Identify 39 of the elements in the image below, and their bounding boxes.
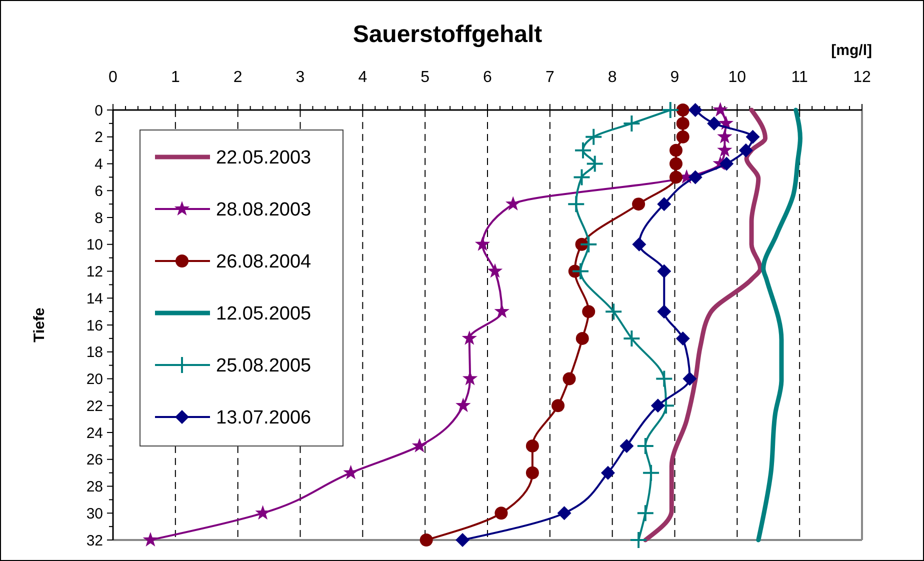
y-axis-title: Tiefe [31,308,48,342]
x-tick-label: 8 [608,69,617,86]
x-tick-label: 7 [545,69,554,86]
y-tick-label: 12 [86,264,103,280]
x-tick-label: 10 [728,69,746,86]
x-tick-label: 9 [670,69,680,86]
x-tick-label: 4 [358,69,368,86]
x-tick-label: 11 [791,69,808,86]
y-tick-label: 8 [94,210,103,227]
y-tick-label: 14 [86,290,103,308]
y-tick-label: 32 [86,532,103,550]
y-tick-label: 10 [86,236,103,254]
legend-label: 12.05.2005 [216,304,312,325]
y-tick-label: 24 [86,424,103,442]
y-tick-label: 16 [86,317,103,334]
x-tick-label: 2 [233,69,242,86]
legend-label: 28.08.2003 [216,200,312,221]
legend-label: 13.07.2006 [216,408,312,429]
y-tick-label: 4 [94,156,103,173]
y-tick-label: 2 [94,129,103,146]
chart-title: Sauerstoffgehalt [352,21,542,48]
y-tick-label: 18 [86,344,103,362]
legend-label: 26.08.2004 [216,252,312,273]
y-tick-label: 0 [94,102,103,120]
y-tick-label: 26 [86,452,103,469]
x-axis-title: [mg/l] [831,42,872,59]
y-tick-label: 22 [86,398,103,415]
x-tick-label: 5 [420,69,430,86]
x-tick-label: 0 [108,69,118,86]
x-tick-label: 6 [483,69,492,86]
x-tick-label: 12 [853,69,871,86]
x-tick-label: 3 [296,69,305,86]
y-tick-label: 28 [86,478,103,496]
y-tick-label: 20 [86,371,103,388]
x-tick-label: 1 [170,69,180,86]
legend-label: 22.05.2003 [216,148,312,169]
y-tick-label: 6 [94,182,103,200]
legend-label: 25.08.2005 [216,356,312,377]
y-tick-label: 30 [86,505,103,522]
